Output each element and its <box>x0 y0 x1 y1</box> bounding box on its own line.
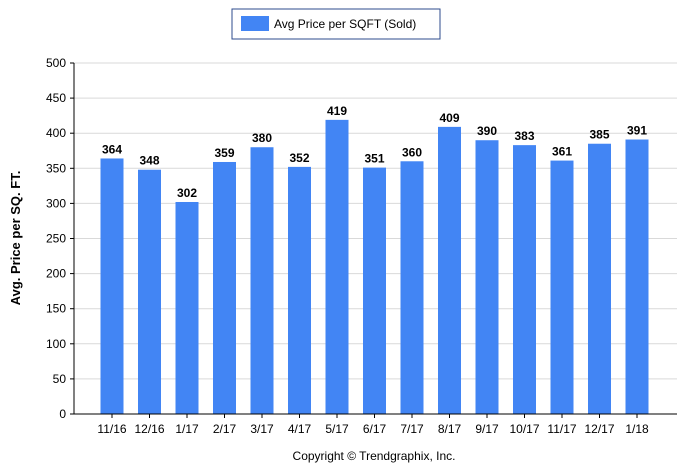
data-label: 391 <box>627 124 647 138</box>
x-tick-label: 2/17 <box>213 422 237 436</box>
y-tick-label: 450 <box>46 91 66 105</box>
x-tick-label: 12/16 <box>134 422 164 436</box>
y-axis-ticks: 0 50 100 150 200 250 300 350 400 450 500 <box>46 56 74 421</box>
x-tick-label: 1/18 <box>625 422 649 436</box>
bar <box>550 160 574 414</box>
bar <box>513 145 536 414</box>
data-label: 409 <box>439 111 459 125</box>
data-label: 364 <box>102 142 122 156</box>
y-axis-title: Avg. Price per SQ. FT. <box>8 171 23 306</box>
data-label: 383 <box>514 129 534 143</box>
y-tick-label: 500 <box>46 56 66 70</box>
legend-swatch <box>241 16 269 31</box>
bar <box>175 201 199 414</box>
data-label: 419 <box>327 104 347 118</box>
bar <box>250 147 274 415</box>
data-label: 390 <box>477 124 497 138</box>
legend-box <box>231 8 441 40</box>
x-tick-label: 6/17 <box>363 422 387 436</box>
x-tick-label: 1/17 <box>175 422 199 436</box>
bar <box>213 161 236 414</box>
legend-label: Avg Price per SQFT (Sold) <box>274 17 416 31</box>
bar <box>138 169 161 414</box>
x-tick-label: 7/17 <box>400 422 424 436</box>
y-tick-label: 50 <box>53 372 67 386</box>
y-tick-label: 400 <box>46 126 66 140</box>
data-label: 352 <box>289 151 309 165</box>
legend: Avg Price per SQFT (Sold) <box>231 8 441 40</box>
y-tick-label: 300 <box>46 196 66 210</box>
data-label: 302 <box>177 186 197 200</box>
y-tick-label: 250 <box>46 232 66 246</box>
bar <box>400 161 424 414</box>
bar <box>438 126 461 414</box>
x-tick-label: 11/17 <box>547 422 576 436</box>
bars <box>100 119 649 415</box>
bar <box>100 158 124 414</box>
bar <box>475 140 499 414</box>
data-labels: 364 348 302 359 380 352 419 351 360 409 390 383 361 3… <box>102 104 647 200</box>
x-tick-label: 10/17 <box>509 422 539 436</box>
y-tick-label: 100 <box>46 337 66 351</box>
x-tick-label: 12/17 <box>584 422 614 436</box>
data-label: 351 <box>364 152 384 166</box>
x-tick-label: 3/17 <box>250 422 274 436</box>
data-label: 359 <box>214 146 234 160</box>
y-tick-label: 150 <box>46 302 66 316</box>
x-tick-label: 8/17 <box>438 422 462 436</box>
data-label: 348 <box>139 154 159 168</box>
x-tick-label: 4/17 <box>288 422 312 436</box>
bar <box>325 119 349 414</box>
bar <box>288 166 311 414</box>
bar <box>625 139 649 414</box>
y-tick-label: 350 <box>46 161 66 175</box>
y-tick-label: 200 <box>46 267 66 281</box>
x-tick-label: 5/17 <box>325 422 349 436</box>
bar <box>363 167 386 414</box>
x-axis-ticks: 11/16 12/16 1/17 2/17 3/17 4/17 5/17 6/17 7/17 8/… <box>97 414 649 436</box>
data-label: 385 <box>589 128 609 142</box>
x-tick-label: 9/17 <box>475 422 499 436</box>
data-label: 380 <box>252 131 272 145</box>
x-tick-label: 11/16 <box>97 422 126 436</box>
bar <box>588 143 611 415</box>
data-label: 361 <box>552 145 572 159</box>
copyright-text: Copyright © Trendgraphix, Inc. <box>293 449 456 463</box>
y-tick-label: 0 <box>59 407 66 421</box>
data-label: 360 <box>402 145 422 159</box>
